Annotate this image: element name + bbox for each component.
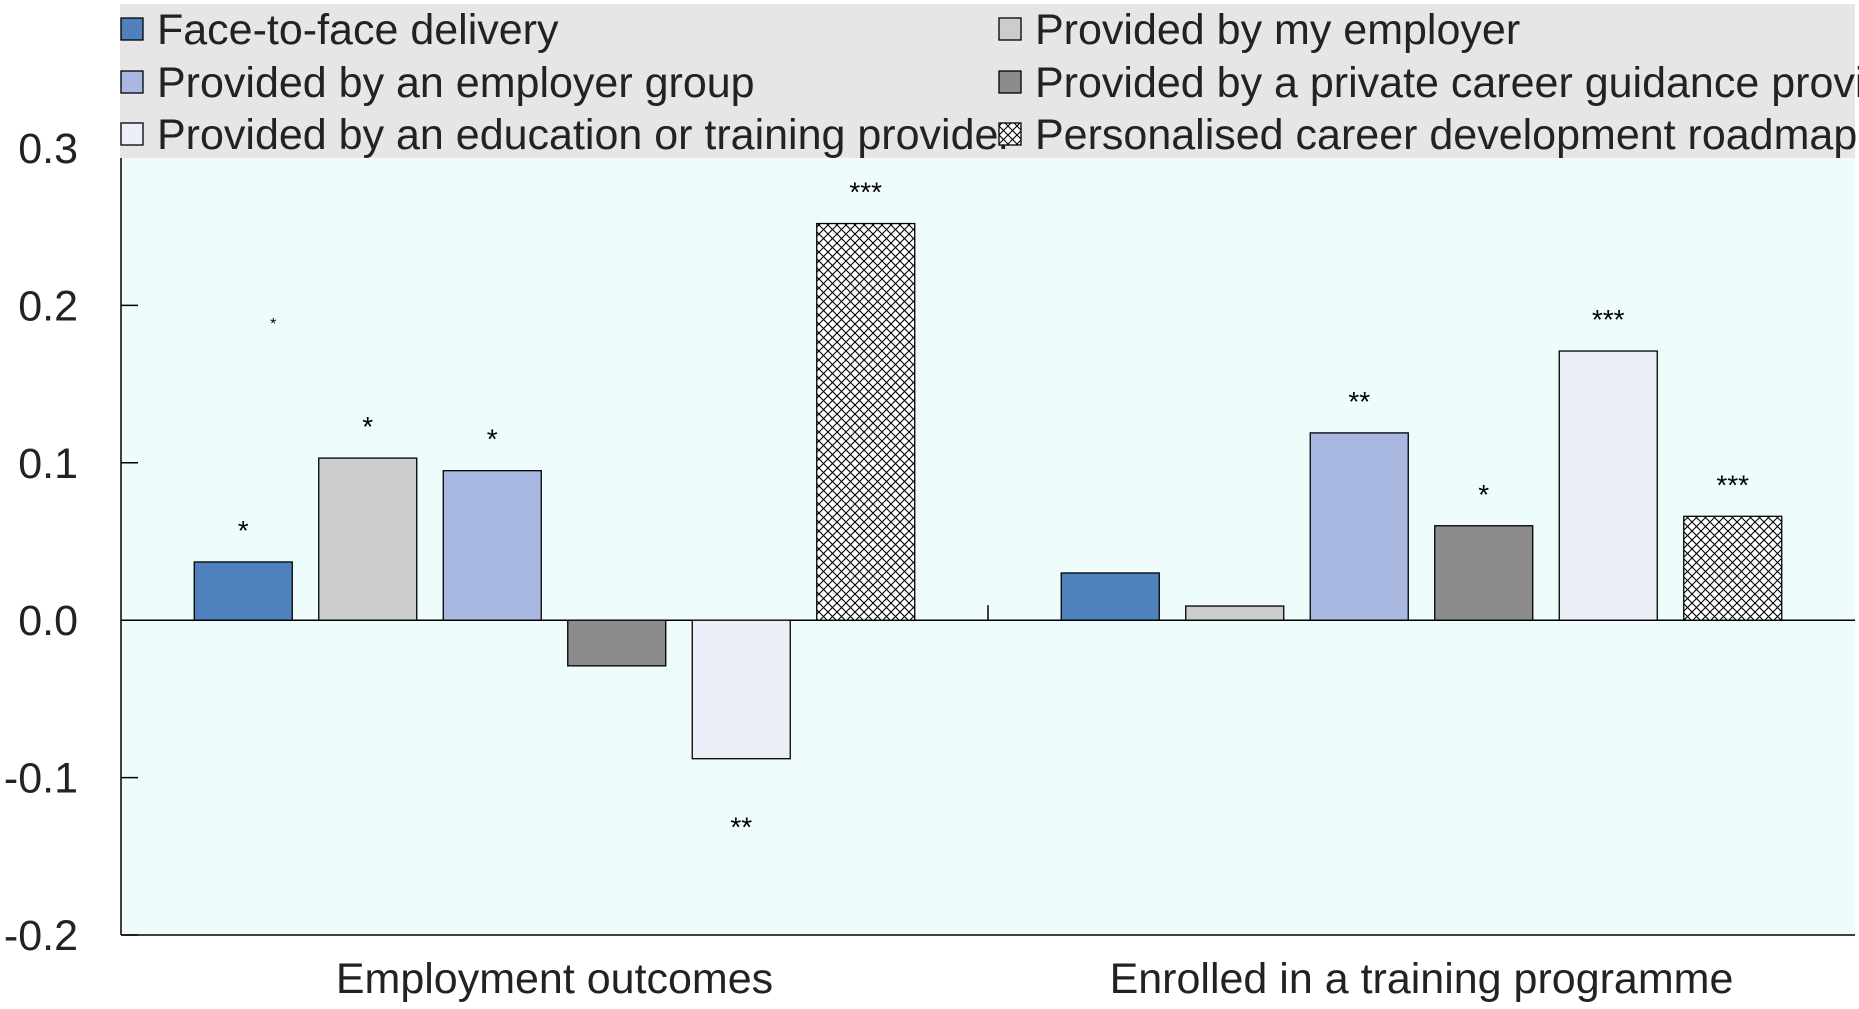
y-tick-label: -0.1 [4, 755, 78, 803]
significance-marker: ** [730, 812, 752, 843]
significance-marker: * [487, 424, 498, 455]
significance-marker: *** [1592, 304, 1625, 335]
bar-provided-by-an-employer-group-enrolled-in-a-training-programme [1309, 432, 1409, 621]
significance-marker: * [1478, 479, 1489, 510]
legend-swatch-provided-by-an-employer-group [120, 70, 144, 94]
category-label-employment-outcomes: Employment outcomes [336, 955, 773, 1003]
bar-face-to-face-delivery-employment-outcomes [193, 561, 293, 621]
legend-swatch-personalised-career-development-roadmap [998, 122, 1022, 146]
legend-swatch-provided-by-a-private-career-guidance-provider [998, 70, 1022, 94]
y-tick-label: 0.1 [18, 440, 78, 488]
legend-label-provided-by-a-private-career-guidance-provider: Provided by a private career guidance pr… [1035, 59, 1859, 107]
legend-label-provided-by-an-employer-group: Provided by an employer group [157, 59, 755, 107]
legend-label-provided-by-an-education-or-training-provider: Provided by an education or training pro… [157, 111, 1013, 159]
bar-provided-by-an-education-or-training-provider-enrolled-in-a-training-programme [1558, 350, 1658, 621]
legend: Face-to-face delivery Provided by my empl… [120, 4, 1859, 159]
bar-face-to-face-delivery-enrolled-in-a-training-programme [1060, 572, 1160, 621]
significance-marker: * [238, 515, 249, 546]
bar-personalised-career-development-roadmap-enrolled-in-a-training-programme [1683, 515, 1783, 621]
legend-swatch-provided-by-an-education-or-training-provider [120, 122, 144, 146]
bar-provided-by-a-private-career-guidance-provider-enrolled-in-a-training-programme [1434, 525, 1534, 621]
bar-provided-by-a-private-career-guidance-provider-employment-outcomes [567, 619, 667, 667]
significance-marker: *** [1716, 469, 1749, 500]
axes: 0.3 0.2 0.1 0.0 -0.1 -0.2 Employment outcomes E… [4, 125, 1855, 1003]
bar-provided-by-my-employer-enrolled-in-a-training-programme [1185, 605, 1285, 621]
legend-swatch-provided-by-my-employer [998, 17, 1022, 41]
significance-marker-extra: * [270, 316, 276, 333]
bar-provided-by-an-education-or-training-provider-employment-outcomes [691, 619, 791, 760]
y-tick-label: -0.2 [4, 912, 78, 960]
y-tick-label: 0.3 [18, 125, 78, 173]
legend-label-provided-by-my-employer: Provided by my employer [1035, 6, 1520, 54]
significance-marker: *** [849, 177, 882, 208]
y-tick-label: 0.0 [18, 597, 78, 645]
bar-provided-by-my-employer-employment-outcomes [318, 457, 418, 621]
significance-marker: ** [1348, 386, 1370, 417]
legend-label-personalised-career-development-roadmap: Personalised career development roadmap [1035, 111, 1857, 159]
category-label-enrolled-in-a-training-programme: Enrolled in a training programme [1110, 955, 1734, 1003]
y-tick-label: 0.2 [18, 282, 78, 330]
bar-personalised-career-development-roadmap-employment-outcomes [816, 222, 916, 621]
significance-marker: * [362, 411, 373, 442]
legend-swatch-face-to-face-delivery [120, 17, 144, 41]
significance-markers: ** **************** [238, 177, 1749, 843]
bars [193, 222, 1783, 760]
bar-provided-by-an-employer-group-employment-outcomes [442, 470, 542, 621]
legend-label-face-to-face-delivery: Face-to-face delivery [157, 6, 559, 54]
legend-background [120, 4, 1855, 158]
